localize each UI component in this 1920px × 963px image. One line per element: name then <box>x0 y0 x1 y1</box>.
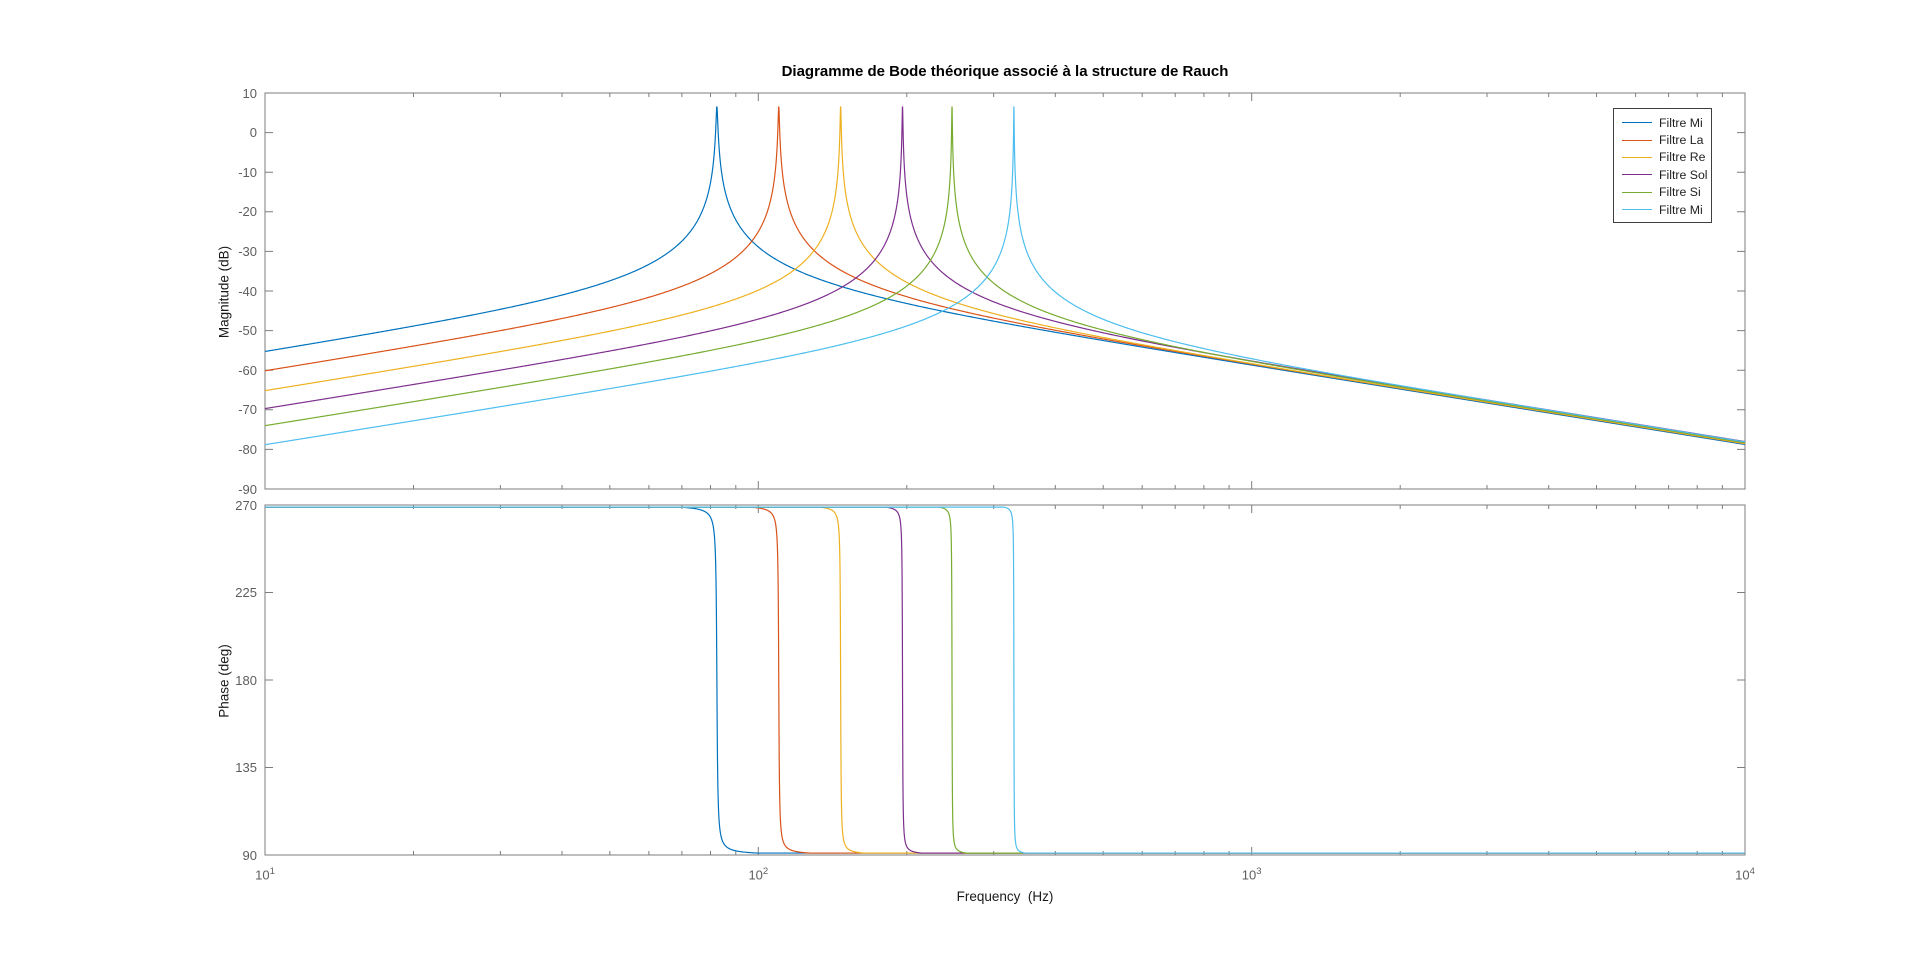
magnitude-tick-label: -50 <box>238 323 257 339</box>
phase-axes-box <box>264 504 1746 856</box>
legend-label: Filtre Mi <box>1659 202 1703 217</box>
axis-tick-marks <box>264 92 1746 856</box>
phase-tick-label: 225 <box>235 585 257 600</box>
magnitude-tick-label: -20 <box>238 204 257 220</box>
legend-entry-filtre-sol-4: Filtre Sol <box>1614 166 1711 183</box>
magnitude-tick-label: -40 <box>238 283 257 299</box>
phase-tick-label: 135 <box>235 760 257 775</box>
frequency-tick-exponent: 4 <box>1749 866 1755 877</box>
legend: Filtre Mi Filtre La Filtre Re Filtre Sol Fil… <box>1613 108 1712 224</box>
magnitude-tick-label: 0 <box>249 125 257 141</box>
legend-entry-filtre-mi-6: Filtre Mi <box>1614 201 1711 218</box>
curve-magnitude-filtre-mi-1 <box>264 106 1746 446</box>
phase-tick-label: 270 <box>235 497 257 513</box>
curve-phase-filtre-mi-6 <box>265 506 1745 854</box>
legend-line-sample <box>1622 174 1652 176</box>
legend-label: Filtre La <box>1659 133 1704 148</box>
curve-magnitude-filtre-si-5 <box>264 106 1746 444</box>
legend-line-sample <box>1622 191 1652 193</box>
legend-entry-filtre-si-5: Filtre Si <box>1614 184 1711 201</box>
legend-entry-filtre-la-2: Filtre La <box>1614 131 1711 148</box>
phase-tick-label: 180 <box>235 672 257 688</box>
legend-label: Filtre Mi <box>1659 115 1703 130</box>
phase-tick-label: 90 <box>242 847 257 863</box>
curve-phase-filtre-mi-1 <box>265 506 1745 854</box>
frequency-axis-label: Frequency (Hz) <box>956 889 1054 904</box>
magnitude-tick-label: -70 <box>238 402 257 418</box>
curve-phase-filtre-re-3 <box>265 506 1745 854</box>
frequency-tick-label: 101 <box>255 866 275 883</box>
frequency-tick-label: 102 <box>748 866 769 883</box>
legend-entry-filtre-re-3: Filtre Re <box>1614 149 1711 166</box>
legend-line-sample <box>1622 122 1652 124</box>
legend-label: Filtre Si <box>1659 185 1701 200</box>
legend-line-sample <box>1622 209 1652 211</box>
magnitude-tick-label: -60 <box>238 362 257 378</box>
magnitude-tick-label: 10 <box>242 85 257 101</box>
frequency-tick-exponent: 3 <box>1256 866 1262 877</box>
frequency-tick-label: 103 <box>1241 866 1262 883</box>
frequency-tick-exponent: 2 <box>762 866 769 877</box>
legend-entry-filtre-mi-1: Filtre Mi <box>1614 114 1711 131</box>
curve-magnitude-filtre-mi-6 <box>264 106 1746 446</box>
curve-phase-filtre-sol-4 <box>265 506 1745 854</box>
curve-phase-filtre-si-5 <box>265 506 1745 854</box>
legend-label: Filtre Re <box>1659 150 1706 165</box>
legend-line-sample <box>1622 139 1652 141</box>
legend-label: Filtre Sol <box>1659 167 1708 182</box>
legend-line-sample <box>1622 156 1652 158</box>
curve-magnitude-filtre-sol-4 <box>264 106 1746 443</box>
frequency-tick-label: 104 <box>1735 866 1755 883</box>
curve-phase-filtre-la-2 <box>265 506 1745 854</box>
curve-magnitude-filtre-re-3 <box>264 106 1746 445</box>
frequency-tick-exponent: 1 <box>269 866 275 877</box>
magnitude-tick-label: -80 <box>238 441 257 457</box>
magnitude-tick-label: -90 <box>238 481 257 497</box>
curve-magnitude-filtre-la-2 <box>264 106 1746 445</box>
figure-title: Diagramme de Bode théorique associé à la… <box>781 63 1229 80</box>
magnitude-tick-label: -10 <box>238 164 257 180</box>
magnitude-tick-label: -30 <box>238 243 257 259</box>
